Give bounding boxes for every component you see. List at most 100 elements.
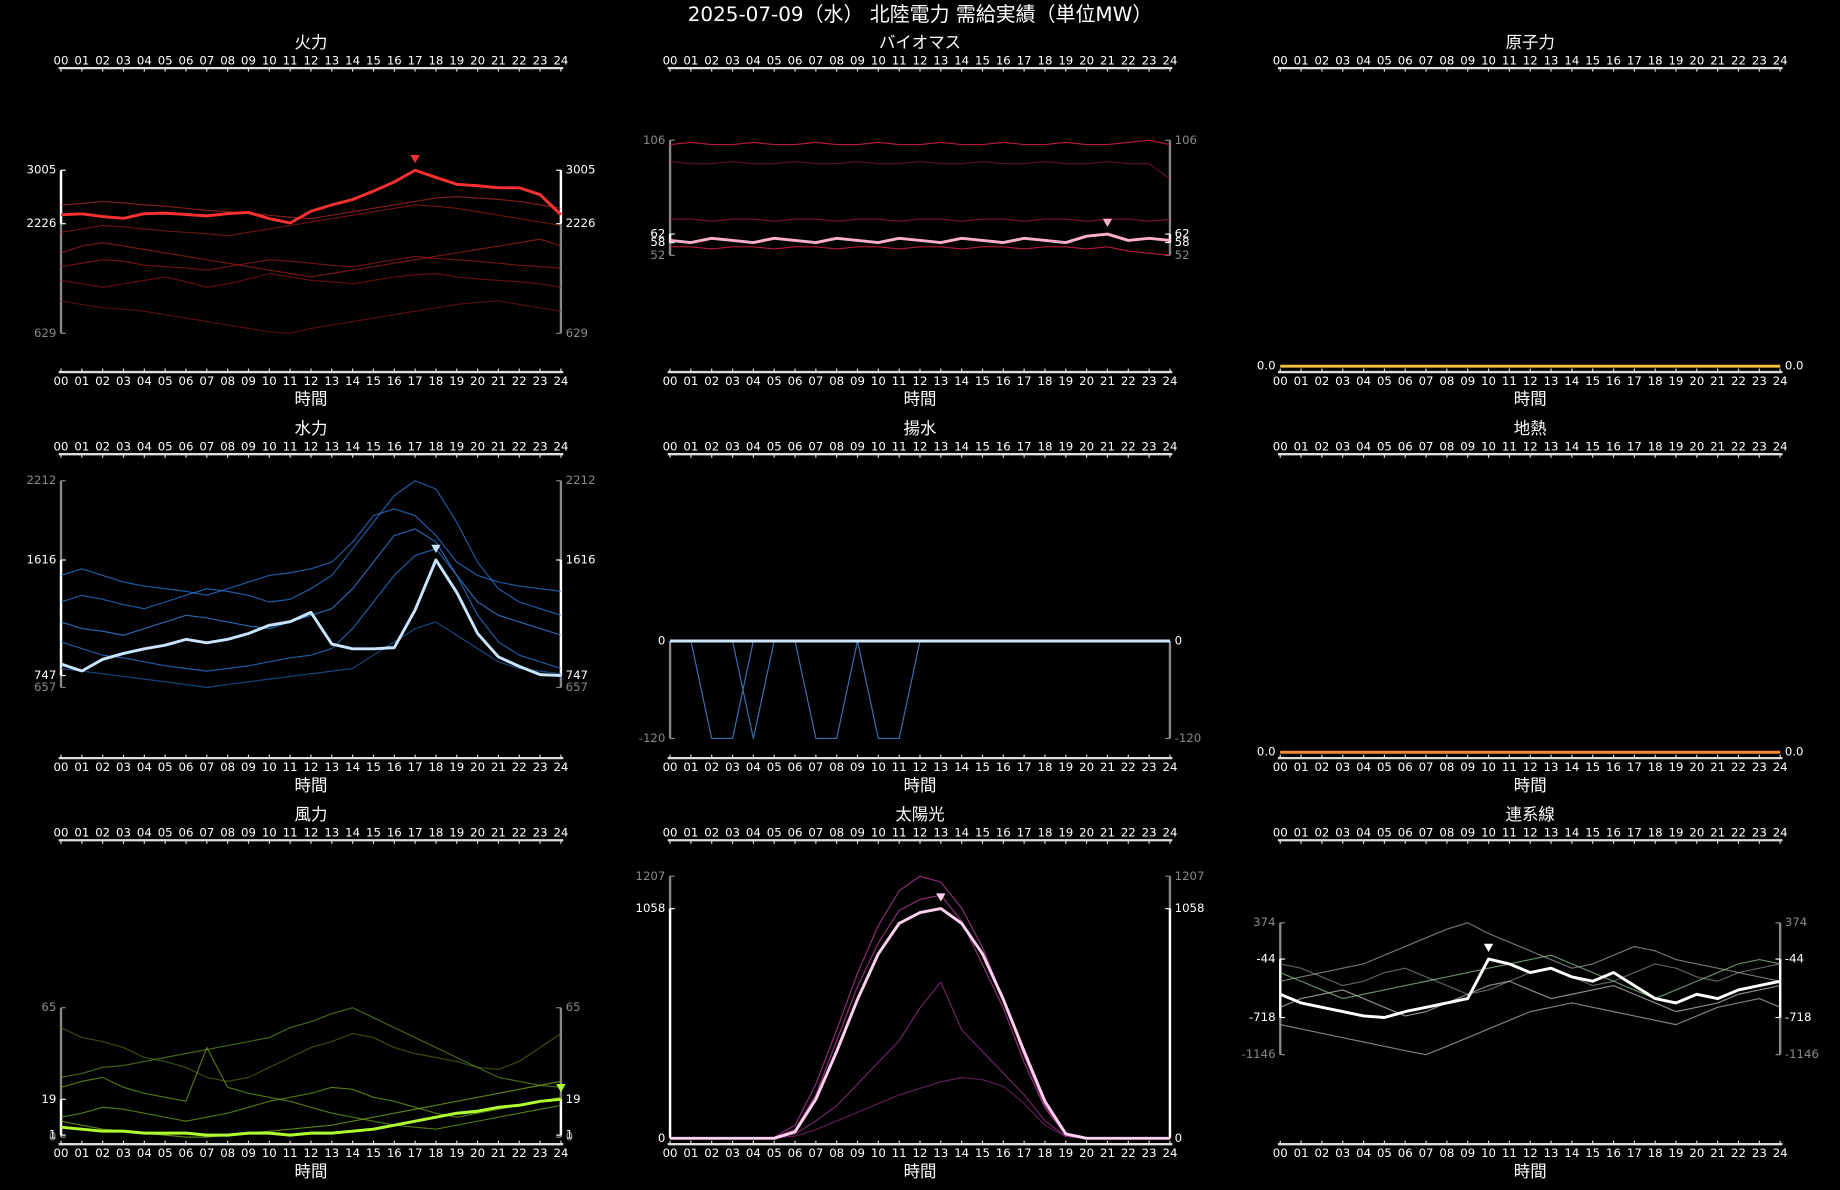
x-tick-label: 01 [1294, 760, 1309, 774]
x-tick-label: 03 [725, 1146, 740, 1160]
y-tick-label: 106 [1175, 133, 1197, 147]
x-tick-label: 17 [408, 760, 423, 774]
x-tick-label: 17 [1627, 440, 1642, 454]
x-tick-label: 17 [1627, 374, 1642, 388]
x-tick-label: 04 [1356, 1146, 1371, 1160]
x-tick-label: 12 [1523, 760, 1538, 774]
x-tick-label: 12 [304, 760, 319, 774]
history-line [60, 548, 562, 672]
x-tick-label: 11 [283, 1146, 298, 1160]
x-tick-label: 00 [1273, 826, 1288, 840]
y-tick-label: 0 [1175, 1131, 1182, 1145]
x-tick-label: 23 [1752, 374, 1767, 388]
x-tick-label: 01 [74, 760, 89, 774]
x-tick-label: 20 [470, 440, 485, 454]
x-tick-label: 10 [871, 374, 886, 388]
x-tick-label: 09 [241, 54, 256, 68]
x-tick-label: 06 [788, 1146, 803, 1160]
x-tick-label: 05 [158, 1146, 173, 1160]
x-tick-label: 14 [954, 374, 969, 388]
panel-title: 火力 [295, 33, 328, 52]
history-line [1280, 922, 1781, 982]
x-tick-label: 08 [829, 760, 844, 774]
x-tick-label: 13 [933, 1146, 948, 1160]
x-tick-label: 05 [767, 374, 782, 388]
x-tick-label: 12 [304, 440, 319, 454]
highlight-line [670, 907, 1170, 1140]
x-tick-label: 11 [1502, 1146, 1517, 1160]
x-tick-label: 14 [345, 1146, 360, 1160]
x-tick-label: 15 [1585, 374, 1600, 388]
x-tick-label: 23 [1752, 760, 1767, 774]
y-tick-label: 3005 [26, 163, 56, 177]
x-tick-label: 22 [1731, 826, 1746, 840]
x-tick-label: 17 [1017, 760, 1032, 774]
x-tick-label: 08 [220, 1146, 235, 1160]
x-tick-label: 04 [746, 1146, 761, 1160]
x-tick-label: 07 [199, 54, 214, 68]
x-tick-label: 08 [1439, 440, 1454, 454]
x-tick-label: 19 [1058, 826, 1073, 840]
history-line [60, 196, 562, 220]
x-tick-label: 24 [1773, 826, 1788, 840]
x-tick-label: 03 [725, 54, 740, 68]
x-tick-label: 08 [1439, 374, 1454, 388]
x-tick-label: 08 [829, 374, 844, 388]
x-tick-label: 20 [1689, 826, 1704, 840]
x-tick-label: 06 [179, 1146, 194, 1160]
x-tick-label: 19 [1669, 826, 1684, 840]
x-tick-label: 07 [199, 1146, 214, 1160]
x-tick-label: 12 [1523, 1146, 1538, 1160]
x-tick-label: 00 [663, 54, 678, 68]
x-tick-label: 20 [1689, 374, 1704, 388]
page-title: 2025-07-09（水） 北陸電力 需給実績（単位MW） [688, 2, 1153, 26]
x-tick-label: 01 [1294, 826, 1309, 840]
x-tick-label: 00 [663, 760, 678, 774]
x-tick-label: 14 [954, 54, 969, 68]
history-line [1280, 998, 1781, 1056]
x-tick-label: 15 [1585, 1146, 1600, 1160]
x-tick-label: 03 [1335, 54, 1350, 68]
x-tick-label: 20 [1689, 54, 1704, 68]
x-tick-label: 04 [137, 440, 152, 454]
y-tick-label: 1207 [636, 869, 666, 883]
x-tick-label: 14 [954, 826, 969, 840]
x-tick-label: 24 [553, 54, 568, 68]
x-tick-label: 01 [683, 826, 698, 840]
x-tick-label: 17 [1017, 826, 1032, 840]
x-tick-label: 14 [345, 54, 360, 68]
y-tick-label: 1207 [1175, 869, 1205, 883]
x-tick-label: 10 [1481, 54, 1496, 68]
y-tick-label: -718 [1249, 1010, 1276, 1024]
x-tick-label: 04 [137, 54, 152, 68]
x-tick-label: 04 [746, 826, 761, 840]
x-tick-label: 12 [913, 54, 928, 68]
x-tick-label: 21 [1100, 760, 1115, 774]
x-tick-label: 15 [975, 54, 990, 68]
x-tick-label: 21 [1710, 760, 1725, 774]
x-tick-label: 24 [1162, 826, 1177, 840]
x-tick-label: 23 [1142, 826, 1157, 840]
x-tick-label: 08 [829, 54, 844, 68]
x-tick-label: 10 [871, 760, 886, 774]
x-tick-label: 13 [1544, 374, 1559, 388]
x-tick-label: 01 [1294, 374, 1309, 388]
x-tick-label: 04 [746, 760, 761, 774]
x-tick-label: 03 [116, 1146, 131, 1160]
x-tick-label: 11 [1502, 54, 1517, 68]
x-tick-label: 16 [996, 760, 1011, 774]
x-tick-label: 05 [767, 760, 782, 774]
x-tick-label: 20 [1079, 826, 1094, 840]
x-tick-label: 01 [683, 374, 698, 388]
x-tick-label: 16 [1606, 1146, 1621, 1160]
x-tick-label: 10 [871, 440, 886, 454]
x-tick-label: 19 [1058, 760, 1073, 774]
history-line [60, 238, 562, 278]
x-tick-label: 21 [1710, 826, 1725, 840]
x-tick-label: 21 [1100, 440, 1115, 454]
x-tick-label: 22 [1731, 374, 1746, 388]
x-tick-label: 06 [788, 54, 803, 68]
x-tick-label: 23 [1752, 440, 1767, 454]
x-tick-label: 15 [1585, 440, 1600, 454]
x-tick-label: 02 [95, 1146, 110, 1160]
